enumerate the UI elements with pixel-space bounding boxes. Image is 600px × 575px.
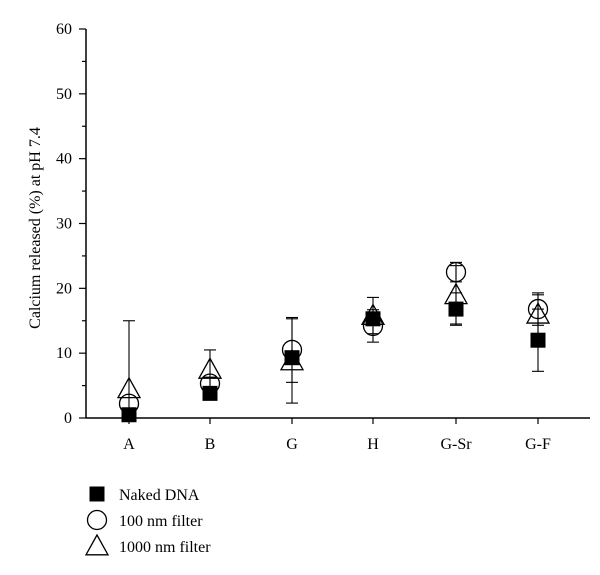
y-axis: 0 10 20 30 40 50 60: [56, 21, 87, 427]
x-tick-label: G: [286, 436, 298, 453]
legend-label: 1000 nm filter: [119, 539, 211, 556]
legend-marker: [89, 486, 105, 502]
legend-label: 100 nm filter: [119, 513, 203, 530]
x-axis: A B G H G-Sr G-F: [86, 417, 590, 453]
y-tick-label: 60: [56, 21, 72, 38]
x-tick-label: G-Sr: [440, 436, 472, 453]
y-tick-label: 30: [56, 216, 72, 233]
legend: Naked DNA 100 nm filter 1000 nm filter: [84, 486, 211, 556]
plot-area: 0 10 20 30 40 50 60 A B G H G-Sr G-F: [56, 21, 590, 453]
data-point: [448, 301, 464, 317]
error-bars: [123, 261, 544, 419]
y-tick-label: 50: [56, 86, 72, 103]
data-point: [365, 311, 381, 327]
data-point: [284, 350, 300, 366]
y-tick-label: 20: [56, 280, 72, 297]
y-tick-label: 40: [56, 151, 72, 168]
data-point: [121, 407, 137, 423]
y-tick-label: 0: [64, 410, 72, 427]
legend-marker: [84, 533, 110, 556]
data-point: [202, 385, 218, 401]
data-point: [525, 301, 551, 324]
x-tick-label: G-F: [525, 436, 551, 453]
data-point: [197, 357, 223, 379]
data-point: [527, 298, 549, 320]
x-tick-label: H: [367, 436, 379, 453]
data-point: [530, 332, 546, 348]
data-point: [445, 261, 467, 283]
legend-marker: [86, 509, 108, 531]
data-markers: [116, 261, 551, 423]
data-point: [116, 376, 142, 399]
y-axis-title: Calcium released (%) at pH 7.4: [27, 127, 44, 329]
x-tick-label: B: [205, 436, 216, 453]
x-tick-label: A: [123, 436, 135, 453]
y-tick-label: 10: [56, 345, 72, 362]
legend-label: Naked DNA: [119, 487, 200, 504]
